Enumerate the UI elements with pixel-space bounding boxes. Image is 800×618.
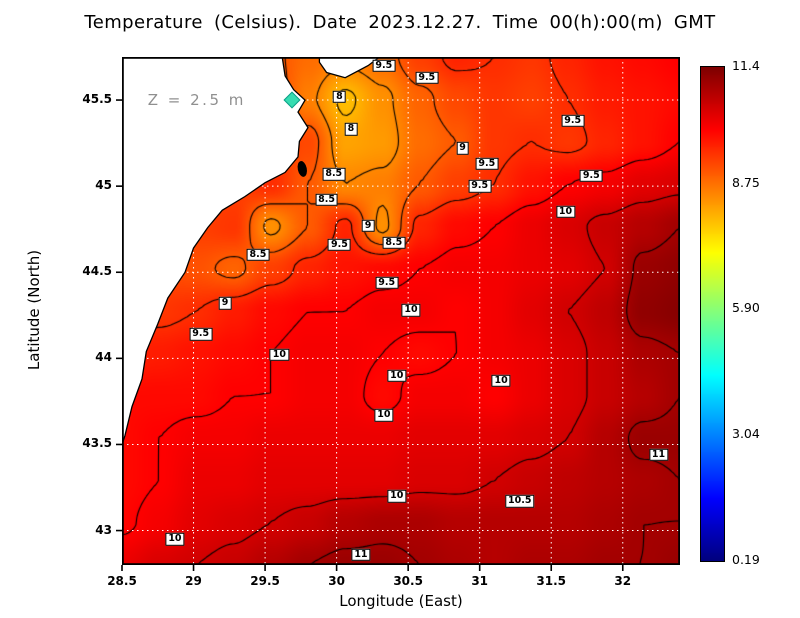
contour-label: 10	[165, 532, 185, 546]
land-coastline	[122, 57, 309, 445]
colorbar	[700, 66, 725, 562]
contour-label: 8.5	[315, 193, 339, 207]
colorbar-tick-label: 3.04	[732, 426, 760, 442]
contour-label: 10	[269, 348, 289, 362]
contour-label: 10	[555, 205, 576, 219]
x-tick-label: 29	[185, 574, 202, 588]
x-tick-label: 30.5	[393, 574, 423, 588]
colorbar-tick-label: 8.75	[732, 174, 760, 190]
contour-label: 11	[351, 548, 371, 561]
x-tick-label: 29.5	[250, 574, 280, 588]
y-tick-label: 44.5	[82, 264, 112, 279]
contour-label: 9.5	[468, 179, 492, 193]
contour-label: 9.5	[328, 238, 351, 251]
contour-label: 9.5	[372, 59, 396, 72]
x-axis-label: Longitude (East)	[339, 592, 463, 610]
land-coastline	[318, 57, 381, 79]
y-tick-label: 43.5	[82, 436, 112, 451]
x-tick-label: 28.5	[107, 574, 137, 588]
contour-label: 9	[218, 297, 232, 310]
contour-label: 8.5	[382, 236, 406, 250]
contour-label: 8.5	[322, 167, 346, 181]
depth-annotation: Z = 2.5 m	[147, 91, 246, 110]
y-tick-label: 44	[95, 350, 112, 365]
contour-label: 10	[401, 303, 421, 317]
y-tick-label: 45.5	[82, 92, 112, 107]
contour-label: 9.5	[579, 169, 603, 183]
x-tick-label: 31	[471, 574, 489, 588]
contour-label: 9.5	[475, 157, 499, 170]
plot-frame	[122, 57, 680, 565]
x-tick-label: 30	[328, 574, 345, 588]
contour-label: 8	[344, 123, 358, 136]
contour-label: 9.5	[189, 328, 213, 341]
colorbar-tick-label: 0.19	[732, 552, 760, 567]
contour-label: 10	[491, 374, 511, 387]
contour-label: 9.5	[561, 114, 585, 127]
map-overlay	[122, 57, 680, 565]
colorbar-tick-label: 5.90	[732, 300, 760, 316]
plot-area: 9.5 9.5 8 8 9 9.5 9.5 9.5 8.5 8.5 9.5 10 9 9.5 8.5 8.5 9…	[122, 57, 680, 565]
contour-label: 10	[387, 489, 407, 503]
contour-label: 9.5	[415, 71, 439, 84]
lagoon-blob	[297, 161, 307, 177]
contour-label: 8	[333, 90, 346, 103]
contour-label: 10	[387, 369, 407, 382]
y-axis-label: Latitude (North)	[25, 249, 43, 371]
contour-label: 10	[374, 408, 394, 422]
x-tick-label: 31.5	[536, 574, 567, 588]
chart-title: Temperature (Celsius). Date 2023.12.27. …	[84, 12, 716, 33]
y-tick-label: 43	[95, 522, 112, 537]
contour-label: 9	[456, 142, 469, 155]
colorbar-tick-label: 11.4	[732, 58, 760, 73]
contour-label: 10.5	[505, 495, 535, 508]
contour-label: 8.5	[246, 248, 270, 262]
y-tick-label: 45	[95, 178, 112, 193]
contour-label: 9	[361, 219, 375, 232]
x-tick-label: 32	[614, 574, 632, 588]
contour-label: 11	[648, 448, 669, 461]
contour-label: 9.5	[375, 276, 399, 289]
